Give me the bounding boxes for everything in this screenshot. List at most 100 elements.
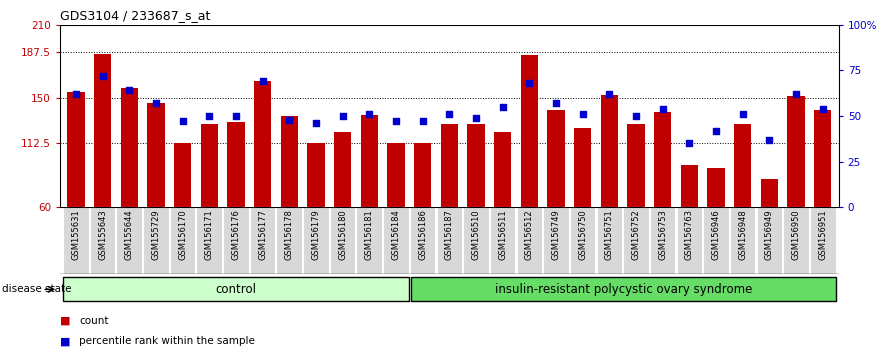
Text: count: count — [79, 315, 108, 326]
Text: GSM156176: GSM156176 — [232, 209, 241, 260]
Bar — [201, 125, 218, 207]
Bar — [63, 207, 89, 274]
Point — [362, 111, 376, 117]
Bar — [277, 207, 302, 274]
Text: GSM155644: GSM155644 — [125, 209, 134, 260]
Bar — [436, 207, 463, 274]
Text: control: control — [216, 283, 256, 296]
Bar — [254, 81, 271, 207]
Text: GDS3104 / 233687_s_at: GDS3104 / 233687_s_at — [60, 9, 211, 22]
Bar — [440, 125, 458, 207]
Text: GSM156510: GSM156510 — [471, 209, 480, 260]
Bar — [334, 132, 352, 207]
Bar — [281, 116, 298, 207]
Text: GSM156949: GSM156949 — [765, 209, 774, 260]
Text: GSM155631: GSM155631 — [71, 209, 80, 260]
Point — [203, 113, 217, 119]
Bar — [303, 207, 329, 274]
Bar — [654, 112, 671, 207]
Text: GSM156946: GSM156946 — [712, 209, 721, 260]
Text: GSM156186: GSM156186 — [418, 209, 427, 260]
Text: GSM156753: GSM156753 — [658, 209, 667, 260]
Point — [762, 137, 776, 142]
Text: insulin-resistant polycystic ovary syndrome: insulin-resistant polycystic ovary syndr… — [494, 283, 751, 296]
Text: GSM156178: GSM156178 — [285, 209, 293, 260]
Bar — [116, 207, 142, 274]
Bar — [570, 207, 596, 274]
Bar — [521, 55, 538, 207]
Bar — [67, 92, 85, 207]
Bar — [174, 143, 191, 207]
Text: ■: ■ — [60, 315, 70, 326]
Bar — [170, 207, 196, 274]
Bar — [783, 207, 809, 274]
Point — [816, 106, 830, 112]
Bar — [547, 110, 565, 207]
Text: GSM156749: GSM156749 — [552, 209, 560, 260]
Text: percentile rank within the sample: percentile rank within the sample — [79, 336, 255, 346]
Point — [95, 73, 109, 79]
Point — [229, 113, 243, 119]
Point — [575, 111, 589, 117]
Text: GSM155729: GSM155729 — [152, 209, 160, 260]
Bar — [307, 143, 324, 207]
Point — [736, 111, 750, 117]
Bar — [329, 207, 355, 274]
Text: GSM156950: GSM156950 — [791, 209, 801, 260]
Bar — [250, 207, 276, 274]
Bar — [383, 207, 409, 274]
Text: GSM156752: GSM156752 — [632, 209, 640, 260]
Text: GSM156170: GSM156170 — [178, 209, 187, 260]
Bar — [357, 207, 382, 274]
Bar — [814, 110, 832, 207]
Point — [175, 119, 189, 124]
Bar — [414, 143, 432, 207]
Point — [496, 104, 510, 110]
Bar — [623, 207, 648, 274]
Point — [549, 100, 563, 106]
Bar — [729, 207, 756, 274]
Bar — [757, 207, 782, 274]
Text: GSM156751: GSM156751 — [605, 209, 614, 260]
Text: GSM156948: GSM156948 — [738, 209, 747, 260]
Point — [282, 117, 296, 122]
Bar — [94, 54, 111, 207]
Bar — [601, 95, 618, 207]
Text: GSM156511: GSM156511 — [498, 209, 507, 260]
Bar — [544, 207, 569, 274]
Bar — [707, 168, 725, 207]
Point — [709, 128, 723, 133]
Text: GSM156171: GSM156171 — [204, 209, 214, 260]
Bar — [516, 207, 542, 274]
Point — [416, 119, 430, 124]
Bar — [227, 122, 245, 207]
Bar — [196, 207, 222, 274]
Bar — [143, 207, 169, 274]
Bar — [810, 207, 835, 274]
Bar — [90, 207, 115, 274]
Bar — [734, 125, 751, 207]
Bar — [121, 88, 138, 207]
Bar — [681, 165, 698, 207]
Bar — [360, 115, 378, 207]
Point — [629, 113, 643, 119]
Point — [255, 79, 270, 84]
Point — [442, 111, 456, 117]
Bar — [627, 125, 645, 207]
Bar — [574, 128, 591, 207]
Text: GSM156512: GSM156512 — [525, 209, 534, 260]
Point — [69, 91, 83, 97]
Text: GSM156180: GSM156180 — [338, 209, 347, 260]
Bar — [788, 97, 804, 207]
Bar — [147, 103, 165, 207]
Point — [122, 87, 137, 93]
Bar — [410, 207, 435, 274]
Bar — [760, 179, 778, 207]
Bar — [703, 207, 729, 274]
Text: ■: ■ — [60, 336, 70, 346]
Point — [469, 115, 483, 121]
Point — [522, 80, 537, 86]
Text: GSM156181: GSM156181 — [365, 209, 374, 260]
Point — [655, 106, 670, 112]
Bar — [463, 207, 489, 274]
